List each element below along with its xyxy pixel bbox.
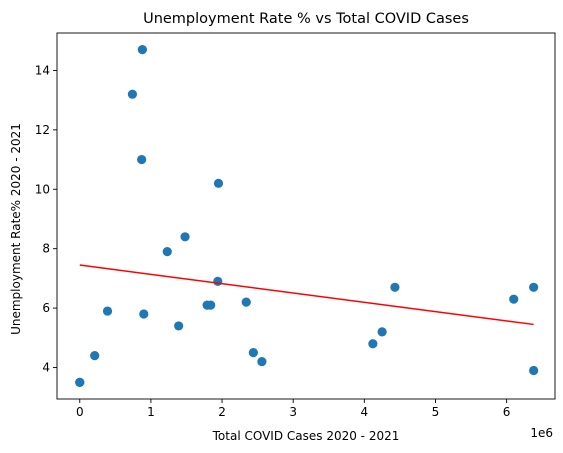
data-point xyxy=(174,321,184,331)
x-tick-label: 3 xyxy=(289,405,297,419)
y-axis-label: Unemployment Rate% 2020 - 2021 xyxy=(9,123,23,335)
data-point xyxy=(377,327,387,337)
data-point xyxy=(248,348,258,358)
y-tick-label: 10 xyxy=(35,182,50,196)
x-tick-label: 0 xyxy=(76,405,84,419)
y-tick-label: 12 xyxy=(35,123,50,137)
data-point xyxy=(509,294,519,304)
chart-title: Unemployment Rate % vs Total COVID Cases xyxy=(143,11,469,27)
data-point xyxy=(368,339,378,349)
data-point xyxy=(139,309,149,319)
x-axis-offset-label: 1e6 xyxy=(530,426,553,440)
y-tick-label: 6 xyxy=(42,301,50,315)
data-point xyxy=(213,276,223,286)
data-point xyxy=(529,365,539,376)
plot-area xyxy=(56,32,556,400)
data-point xyxy=(257,356,267,367)
regression-line xyxy=(79,264,534,326)
data-point xyxy=(213,178,224,188)
data-point xyxy=(127,89,138,99)
x-tick-label: 5 xyxy=(432,405,440,419)
data-point xyxy=(90,351,100,361)
data-point xyxy=(390,282,400,292)
x-axis-ticks: 0 1 2 3 4 5 6 xyxy=(76,399,510,419)
data-point xyxy=(241,297,251,307)
x-tick-label: 1 xyxy=(147,405,155,419)
x-tick-label: 6 xyxy=(503,405,511,419)
data-point xyxy=(206,300,216,310)
x-tick-label: 4 xyxy=(361,405,369,419)
x-axis-label: Total COVID Cases 2020 - 2021 xyxy=(212,429,400,443)
data-point xyxy=(180,232,190,242)
data-point xyxy=(162,247,172,257)
y-tick-label: 8 xyxy=(42,242,50,256)
axes-frame xyxy=(56,32,556,400)
y-axis-ticks: 4 6 8 10 12 14 xyxy=(35,63,57,375)
x-tick-label: 2 xyxy=(218,405,226,419)
data-point xyxy=(75,377,85,387)
data-point xyxy=(102,306,113,316)
y-tick-label: 14 xyxy=(35,63,50,77)
data-point xyxy=(137,154,147,165)
data-point xyxy=(529,282,539,292)
y-tick-label: 4 xyxy=(42,361,50,375)
data-point xyxy=(137,45,147,55)
